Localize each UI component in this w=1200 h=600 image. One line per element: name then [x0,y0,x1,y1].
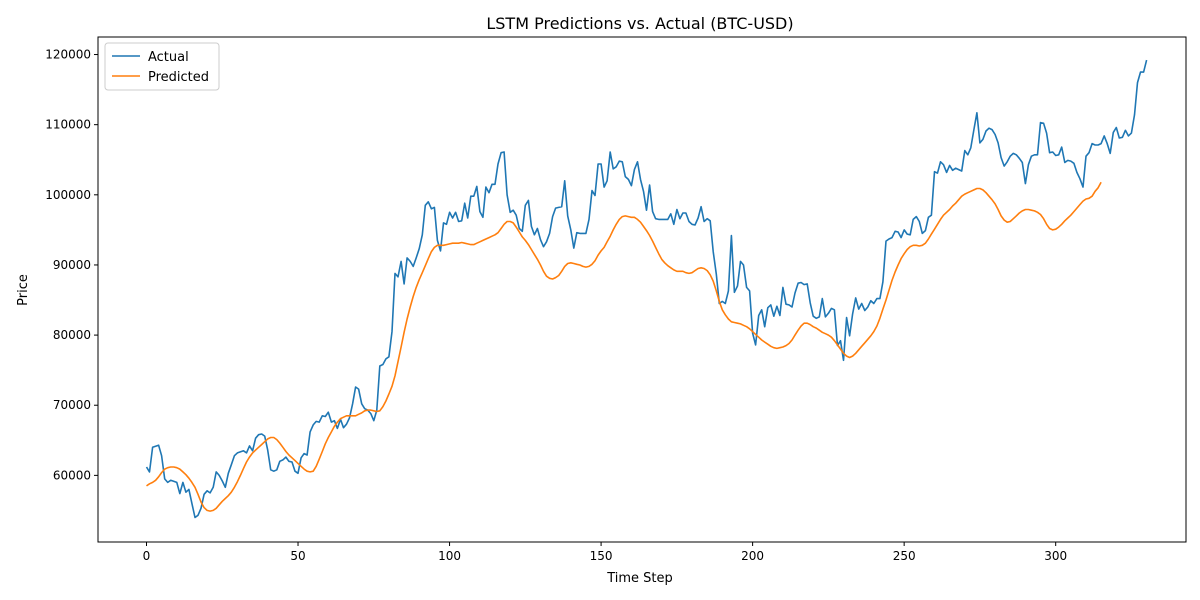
legend-label-actual: Actual [148,50,189,65]
x-tick-label: 250 [893,549,916,563]
x-axis-label: Time Step [606,571,673,586]
y-tick-label: 120000 [45,48,91,62]
plot-frame [97,36,1187,543]
legend-box [104,42,220,91]
y-tick-label: 60000 [53,468,91,482]
y-tick-label: 80000 [53,328,91,342]
x-tick-label: 200 [741,549,764,563]
series-line-actual [145,59,1148,519]
y-tick-label: 110000 [45,118,91,132]
legend-label-predicted: Predicted [148,70,209,85]
y-tick-label: 100000 [45,188,91,202]
y-tick-label: 70000 [53,398,91,412]
x-tick-label: 100 [438,549,461,563]
x-tick-label: 0 [143,549,151,563]
x-axis: 0 50 100 150 200 250 300 [143,542,1067,563]
y-axis-label: Price [16,274,31,306]
x-tick-label: 150 [590,549,613,563]
chart-title: LSTM Predictions vs. Actual (BTC-USD) [486,14,793,33]
x-tick-label: 50 [290,549,305,563]
y-axis: 60000 70000 80000 90000 100000 110000 120000 [45,48,98,482]
plot-area [145,59,1148,519]
x-tick-label: 300 [1044,549,1067,563]
series-line-predicted [146,181,1102,512]
legend: Actual Predicted [104,42,220,91]
y-tick-label: 90000 [53,258,91,272]
